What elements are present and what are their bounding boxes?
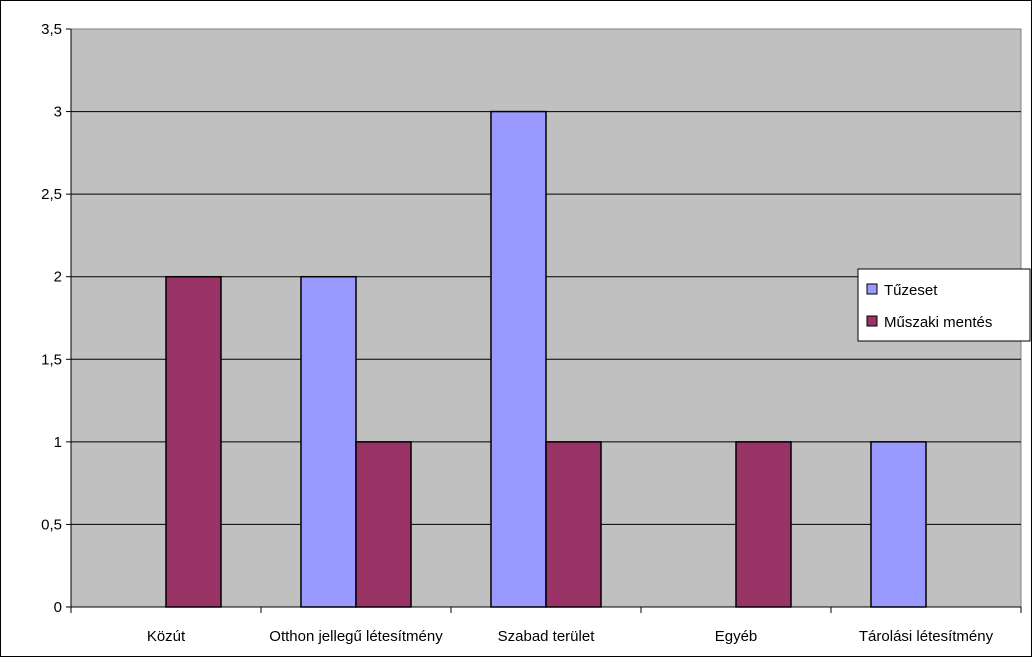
legend: Tűzeset Műszaki mentés — [857, 268, 1031, 342]
x-tick-label: Otthon jellegű létesítmény — [269, 628, 443, 645]
y-tick-label: 2,5 — [41, 186, 62, 203]
x-tick-label: Szabad terület — [498, 628, 596, 645]
y-tick-label: 0,5 — [41, 516, 62, 533]
bar-muszaki-mentes — [355, 441, 412, 608]
y-tick-label: 0 — [54, 599, 62, 616]
y-tick-label: 2 — [54, 269, 62, 286]
x-tick-label: Egyéb — [715, 628, 758, 645]
y-tick-label: 1 — [54, 434, 62, 451]
legend-label-muszaki-mentes: Műszaki mentés — [884, 314, 992, 331]
legend-box — [857, 268, 1031, 342]
bars — [165, 110, 927, 608]
x-tick-label: Tárolási létesítmény — [859, 628, 994, 645]
bar-tuzeset — [490, 110, 547, 608]
bar-muszaki-mentes — [165, 275, 222, 608]
x-tick-label: Közút — [147, 628, 186, 645]
bar-tuzeset — [870, 441, 927, 608]
bar-muszaki-mentes — [735, 441, 792, 608]
legend-label-tuzeset: Tűzeset — [884, 282, 938, 299]
legend-swatch-muszaki-mentes — [866, 315, 878, 327]
bar-muszaki-mentes — [545, 441, 602, 608]
bar-tuzeset — [300, 275, 357, 608]
legend-swatch-tuzeset — [866, 283, 878, 295]
y-tick-label: 3 — [54, 104, 62, 121]
y-tick-label: 1,5 — [41, 351, 62, 368]
tick-labels: 0 0,5 1 1,5 2 2,5 3 3,5 Közút Otthon jellegű léte… — [41, 21, 993, 645]
y-tick-label: 3,5 — [41, 21, 62, 38]
